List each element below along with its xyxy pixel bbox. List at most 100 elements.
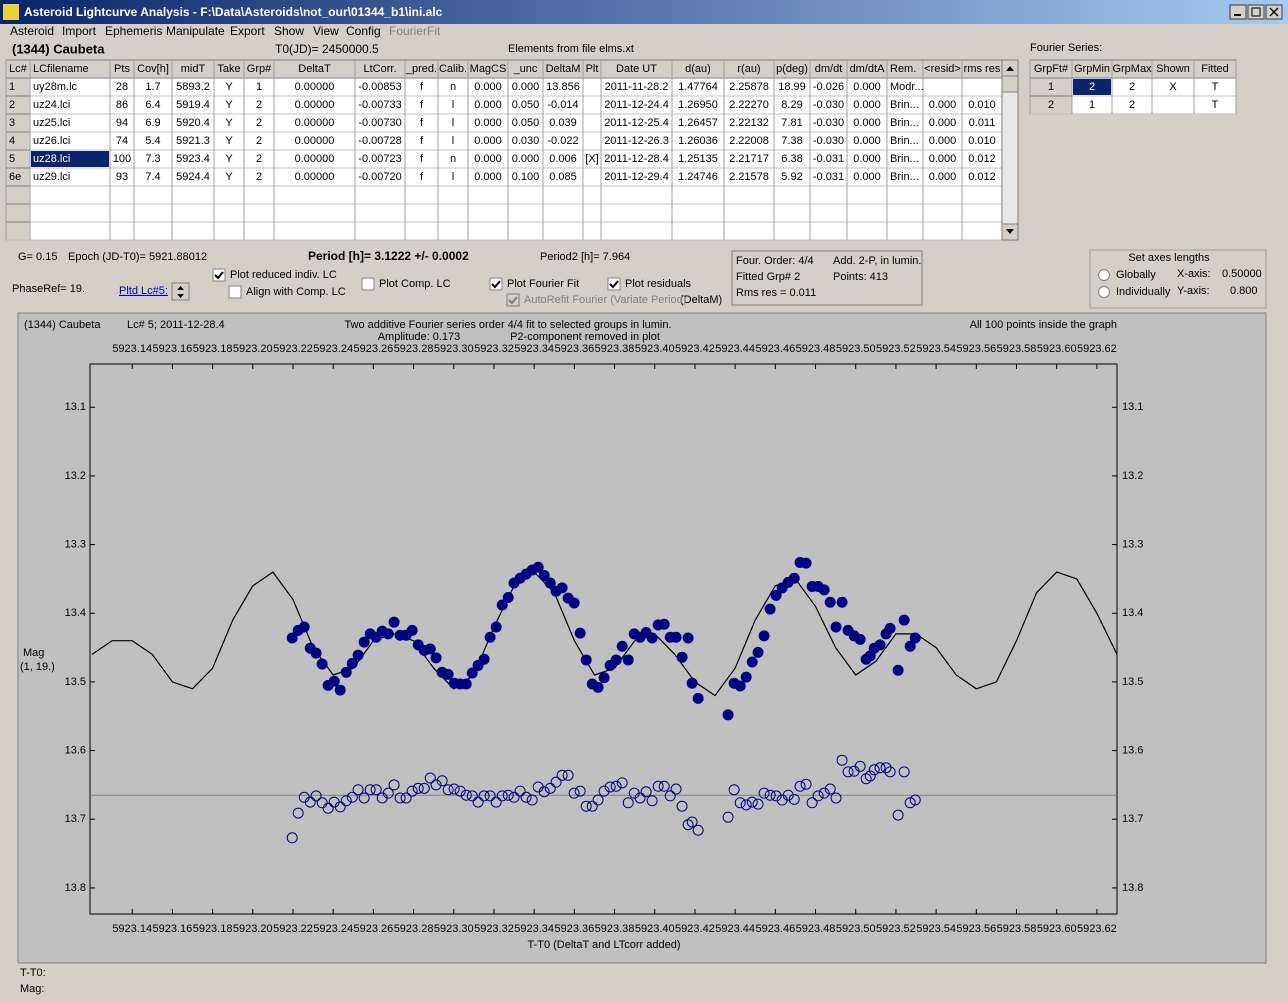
table-cell[interactable]: n xyxy=(450,153,456,165)
plotted-lc-link[interactable]: Pltd Lc#5: xyxy=(119,285,168,297)
table-cell[interactable]: uy28m.lc xyxy=(33,81,78,93)
table-cell[interactable]: 0.000 xyxy=(853,135,881,147)
table-cell[interactable]: 0.000 xyxy=(474,171,502,183)
menu-item[interactable]: Ephemeris xyxy=(105,24,162,38)
table-cell[interactable]: 0.000 xyxy=(512,81,540,93)
table-cell[interactable]: 2 xyxy=(1048,99,1054,111)
maximize-button[interactable] xyxy=(1247,4,1265,20)
table-cell[interactable]: 0.010 xyxy=(968,135,996,147)
table-cell[interactable]: f xyxy=(420,153,424,165)
table-cell[interactable]: Y xyxy=(225,135,233,147)
table-cell[interactable]: 0.00000 xyxy=(295,135,335,147)
table-cell[interactable]: f xyxy=(420,135,424,147)
table-cell[interactable]: uz25.lci xyxy=(33,117,70,129)
spinner[interactable] xyxy=(171,282,190,301)
table-cell[interactable]: uz24.lci xyxy=(33,99,70,111)
table-cell[interactable]: Brin... xyxy=(890,171,919,183)
table-cell[interactable]: 6.38 xyxy=(781,153,802,165)
table-cell[interactable]: uz26.lci xyxy=(33,135,70,147)
table-cell[interactable]: 0.012 xyxy=(968,171,996,183)
table-cell[interactable]: 1.24746 xyxy=(678,171,718,183)
table-cell[interactable]: 0.000 xyxy=(853,117,881,129)
table-cell[interactable]: uz28.lci xyxy=(33,153,70,165)
table-cell[interactable]: 6.4 xyxy=(145,99,160,111)
table-cell[interactable]: l xyxy=(452,135,454,147)
table-cell[interactable]: 0.000 xyxy=(929,99,957,111)
table-cell[interactable]: 5920.4 xyxy=(176,117,210,129)
table-cell[interactable]: 7.4 xyxy=(145,171,160,183)
table-cell[interactable]: 13.856 xyxy=(546,81,580,93)
table-cell[interactable]: 1 xyxy=(1089,99,1095,111)
table-cell[interactable]: 2 xyxy=(9,99,15,111)
table-cell[interactable]: 7.38 xyxy=(781,135,802,147)
table-cell[interactable]: 2.25878 xyxy=(729,81,769,93)
table-cell[interactable]: l xyxy=(452,99,454,111)
table-cell[interactable]: -0.030 xyxy=(813,99,844,111)
table-cell[interactable]: 0.000 xyxy=(474,99,502,111)
table-cell[interactable]: f xyxy=(420,81,424,93)
menu-item[interactable]: Show xyxy=(274,24,304,38)
table-cell[interactable]: 0.000 xyxy=(853,171,881,183)
table-cell[interactable]: 2.22008 xyxy=(729,135,769,147)
table-cell[interactable]: 5.92 xyxy=(781,171,802,183)
table-cell[interactable]: 5.4 xyxy=(145,135,160,147)
table-cell[interactable]: -0.00728 xyxy=(358,135,401,147)
table-cell[interactable]: 1.47764 xyxy=(678,81,718,93)
table-cell[interactable]: X xyxy=(1169,81,1177,93)
table-cell[interactable]: -0.00733 xyxy=(358,99,401,111)
checkbox-label[interactable]: AutoRefit Fourier (Variate Period) xyxy=(524,294,686,306)
table-cell[interactable]: 0.012 xyxy=(968,153,996,165)
checkbox-label[interactable]: Plot residuals xyxy=(625,278,692,290)
table-cell[interactable]: 0.00000 xyxy=(295,99,335,111)
table-cell[interactable]: 1.25135 xyxy=(678,153,718,165)
table-cell[interactable]: 0.050 xyxy=(512,117,540,129)
table-cell[interactable]: 7.3 xyxy=(145,153,160,165)
table-cell[interactable]: 28 xyxy=(116,81,128,93)
table-cell[interactable]: 2011-12-28.4 xyxy=(604,153,669,165)
checkbox-label[interactable]: Plot Fourier Fit xyxy=(507,278,579,290)
table-cell[interactable]: 2011-12-24.4 xyxy=(604,99,669,111)
checkbox-label[interactable]: Plot Comp. LC xyxy=(379,278,451,290)
minimize-button[interactable] xyxy=(1229,4,1247,20)
table-cell[interactable]: 1.26457 xyxy=(678,117,718,129)
table-cell[interactable]: 0.00000 xyxy=(295,117,335,129)
table-cell[interactable]: 1 xyxy=(256,81,262,93)
checkbox[interactable] xyxy=(212,268,226,282)
table-cell[interactable]: 0.000 xyxy=(474,135,502,147)
table-cell[interactable]: 0.085 xyxy=(549,171,577,183)
table-cell[interactable]: Modr... xyxy=(890,81,924,93)
table-cell[interactable]: 7.81 xyxy=(781,117,802,129)
table-cell[interactable]: 0.000 xyxy=(929,117,957,129)
table-cell[interactable]: Y xyxy=(225,171,233,183)
menu-item[interactable]: Export xyxy=(230,24,265,38)
checkbox[interactable] xyxy=(361,277,375,291)
menu-item[interactable]: Manipulate xyxy=(166,24,225,38)
table-cell[interactable]: l xyxy=(452,171,454,183)
table-cell[interactable]: 0.100 xyxy=(512,171,540,183)
checkbox-label[interactable]: Align with Comp. LC xyxy=(246,286,346,298)
table-cell[interactable]: 5893.2 xyxy=(176,81,210,93)
table-cell[interactable]: 0.000 xyxy=(853,153,881,165)
table-cell[interactable]: 3 xyxy=(9,117,15,129)
table-cell[interactable]: 6e xyxy=(9,171,21,183)
table-cell[interactable]: 93 xyxy=(116,171,128,183)
table-cell[interactable]: Y xyxy=(225,117,233,129)
table-cell[interactable]: 2011-12-29.4 xyxy=(604,171,669,183)
table-cell[interactable]: uz29.lci xyxy=(33,171,70,183)
table-cell[interactable]: 2.21717 xyxy=(729,153,769,165)
table-cell[interactable]: 0.000 xyxy=(853,81,881,93)
radio-globally[interactable] xyxy=(1098,269,1110,281)
table-cell[interactable]: -0.030 xyxy=(813,135,844,147)
menu-item[interactable]: FourierFit xyxy=(389,24,441,38)
table-cell[interactable]: 6.9 xyxy=(145,117,160,129)
table-cell[interactable]: 0.000 xyxy=(474,117,502,129)
table-cell[interactable]: 5 xyxy=(9,153,15,165)
table-cell[interactable]: 74 xyxy=(116,135,128,147)
table-cell[interactable]: Y xyxy=(225,99,233,111)
table-cell[interactable]: 2 xyxy=(256,171,262,183)
table-cell[interactable]: 18.99 xyxy=(778,81,806,93)
table-cell[interactable]: 4 xyxy=(9,135,15,147)
table-cell[interactable]: -0.026 xyxy=(813,81,844,93)
table-cell[interactable]: 0.006 xyxy=(549,153,577,165)
table-cell[interactable]: -0.00720 xyxy=(358,171,401,183)
